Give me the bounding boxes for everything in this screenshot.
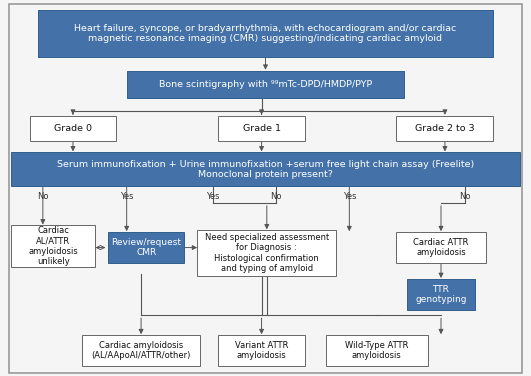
Text: Yes: Yes bbox=[207, 192, 220, 201]
Text: Need specialized assessment
for Diagnosis :
Histological confirmation
and typing: Need specialized assessment for Diagnosi… bbox=[204, 233, 329, 273]
Text: No: No bbox=[270, 192, 282, 201]
FancyBboxPatch shape bbox=[108, 232, 184, 263]
FancyBboxPatch shape bbox=[11, 152, 520, 186]
FancyBboxPatch shape bbox=[82, 335, 200, 366]
FancyBboxPatch shape bbox=[11, 226, 95, 267]
FancyBboxPatch shape bbox=[127, 71, 404, 98]
Text: No: No bbox=[37, 192, 49, 201]
FancyBboxPatch shape bbox=[38, 10, 493, 57]
FancyBboxPatch shape bbox=[218, 335, 305, 366]
Text: Cardiac amyloidosis
(AL/AApoAI/ATTR/other): Cardiac amyloidosis (AL/AApoAI/ATTR/othe… bbox=[91, 341, 191, 360]
FancyBboxPatch shape bbox=[30, 116, 116, 141]
Text: Review/request
CMR: Review/request CMR bbox=[112, 238, 181, 257]
Text: Grade 0: Grade 0 bbox=[54, 124, 92, 133]
FancyBboxPatch shape bbox=[397, 232, 485, 263]
Text: Wild-Type ATTR
amyloidosis: Wild-Type ATTR amyloidosis bbox=[345, 341, 408, 360]
Text: Yes: Yes bbox=[342, 192, 356, 201]
Text: Variant ATTR
amyloidosis: Variant ATTR amyloidosis bbox=[235, 341, 288, 360]
FancyBboxPatch shape bbox=[198, 230, 336, 276]
FancyBboxPatch shape bbox=[407, 279, 475, 310]
Text: Yes: Yes bbox=[120, 192, 133, 201]
Text: Serum immunofixation + Urine immunofixation +serum free light chain assay (Freel: Serum immunofixation + Urine immunofixat… bbox=[57, 159, 474, 179]
Text: No: No bbox=[459, 192, 470, 201]
Text: Grade 1: Grade 1 bbox=[243, 124, 280, 133]
Text: Cardiac ATTR
amyloidosis: Cardiac ATTR amyloidosis bbox=[413, 238, 469, 257]
FancyBboxPatch shape bbox=[218, 116, 305, 141]
Text: Bone scintigraphy with ⁹⁹mTc-DPD/HMDP/PYP: Bone scintigraphy with ⁹⁹mTc-DPD/HMDP/PY… bbox=[159, 80, 372, 89]
FancyBboxPatch shape bbox=[397, 116, 493, 141]
FancyBboxPatch shape bbox=[326, 335, 428, 366]
Text: Heart failure, syncope, or bradyarrhythmia, with echocardiogram and/or cardiac
m: Heart failure, syncope, or bradyarrhythm… bbox=[74, 24, 457, 43]
Text: Cardiac
AL/ATTR
amyloidosis
unlikely: Cardiac AL/ATTR amyloidosis unlikely bbox=[29, 226, 78, 266]
Text: TTR
genotyping: TTR genotyping bbox=[415, 285, 467, 304]
Text: Grade 2 to 3: Grade 2 to 3 bbox=[415, 124, 475, 133]
